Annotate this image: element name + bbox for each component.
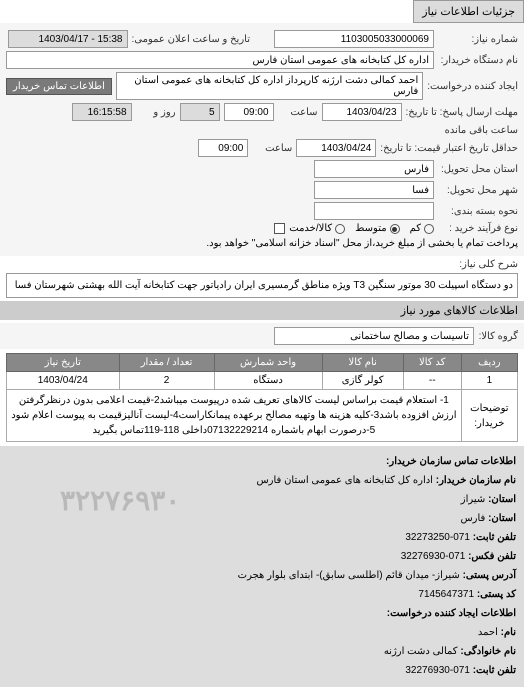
province-label: استان محل تحویل:	[438, 164, 518, 175]
radio-low-label: کم	[410, 223, 421, 234]
city-label: شهر محل تحویل:	[438, 185, 518, 196]
page-title-tab: جزئیات اطلاعات نیاز	[413, 0, 524, 23]
prepay-checkbox[interactable]	[274, 223, 285, 234]
radio-dot-icon	[424, 224, 434, 234]
radio-cash-label: کالا/خدمت	[289, 223, 332, 234]
org-label: نام سازمان خریدار:	[436, 475, 516, 486]
th-name: نام کالا	[322, 354, 403, 372]
prov2-label: استان:	[488, 513, 516, 524]
post-value: 7145647371	[418, 589, 474, 600]
tel2-label: تلفن ثابت:	[473, 665, 516, 676]
requester-label: ایجاد کننده درخواست:	[427, 81, 518, 92]
cell-date: 1403/04/24	[7, 372, 120, 390]
pkg-value	[314, 202, 434, 220]
city-value: فسا	[314, 181, 434, 199]
deadline-send-time: 09:00	[224, 103, 274, 121]
contact-section-title: اطلاعات تماس سازمان خریدار:	[386, 456, 516, 467]
goods-table: ردیف کد کالا نام کالا واحد شمارش تعداد /…	[6, 353, 518, 442]
radio-mid-label: متوسط	[355, 223, 386, 234]
th-row: ردیف	[461, 354, 517, 372]
th-date: تاریخ نیاز	[7, 354, 120, 372]
remaining-suffix: ساعت باقی مانده	[445, 125, 518, 136]
buyer-device-label: نام دستگاه خریدار:	[438, 55, 518, 66]
fax-label: تلفن فکس:	[468, 551, 516, 562]
supply-radio-group: کم متوسط کالا/خدمت	[289, 223, 434, 234]
name-label: نام:	[501, 627, 516, 638]
org-value: اداره کل کتابخانه های عمومی استان فارس	[256, 475, 433, 486]
prov-label: استان:	[488, 494, 516, 505]
radio-cash[interactable]: کالا/خدمت	[289, 223, 345, 234]
tel2-value: 071-32276930	[405, 665, 470, 676]
prov-value: شیراز	[461, 494, 486, 505]
validity-label: حداقل تاریخ اعتبار قیمت: تا تاریخ:	[380, 143, 518, 154]
prepay-label: پرداخت تمام یا بخشی از مبلغ خرید،از محل …	[206, 238, 518, 249]
deadline-send-label: مهلت ارسال پاسخ: تا تاریخ:	[406, 107, 518, 118]
family-value: کمالی دشت ارژنه	[384, 646, 458, 657]
th-qty: تعداد / مقدار	[119, 354, 214, 372]
creator-section-title: اطلاعات ایجاد کننده درخواست:	[387, 608, 516, 619]
need-number-value: 1103005033000069	[274, 30, 434, 48]
general-title-label: شرح کلی نیاز:	[438, 259, 518, 270]
announce-value: 15:38 - 1403/04/17	[8, 30, 128, 48]
table-row: 1 -- کولر گازی دستگاه 2 1403/04/24	[7, 372, 518, 390]
radio-mid[interactable]: متوسط	[355, 223, 399, 234]
fax-value: 071-32276930	[401, 551, 466, 562]
remaining-time: 16:15:58	[72, 103, 132, 121]
table-header-row: ردیف کد کالا نام کالا واحد شمارش تعداد /…	[7, 354, 518, 372]
name-value: احمد	[478, 627, 498, 638]
time-label-2: ساعت	[252, 143, 292, 154]
cell-row: 1	[461, 372, 517, 390]
explain-label-cell: توضیحات خریدار:	[461, 390, 517, 442]
remaining-days-label: روز و	[136, 107, 176, 118]
deadline-send-date: 1403/04/23	[322, 103, 402, 121]
requester-value: احمد کمالی دشت ارژنه کارپرداز اداره کل ک…	[116, 72, 423, 100]
announce-label: تاریخ و ساعت اعلان عمومی:	[132, 34, 251, 45]
buyer-contact-button[interactable]: اطلاعات تماس خریدار	[6, 78, 112, 95]
supply-type-label: نوع فرآیند خرید :	[438, 223, 518, 234]
contact-section: ۳۲۲۷۶۹۳۰ اطلاعات تماس سازمان خریدار: نام…	[0, 446, 524, 687]
need-number-label: شماره نیاز:	[438, 34, 518, 45]
goods-section-header: اطلاعات کالاهای مورد نیاز	[0, 301, 524, 320]
th-code: کد کالا	[403, 354, 461, 372]
radio-dot-icon	[335, 224, 345, 234]
buyer-device-value: اداره کل کتابخانه های عمومی استان فارس	[6, 51, 434, 69]
group-label: گروه کالا:	[478, 331, 518, 342]
time-label-1: ساعت	[278, 107, 318, 118]
explain-value-cell: 1- استعلام قیمت براساس لیست کالاهای تعری…	[7, 390, 462, 442]
table-explain-row: توضیحات خریدار: 1- استعلام قیمت براساس ل…	[7, 390, 518, 442]
general-title-value: دو دستگاه اسپیلت 30 موتور سنگین T3 ویژه …	[6, 273, 518, 298]
radio-dot-icon	[390, 224, 400, 234]
cell-name: کولر گازی	[322, 372, 403, 390]
th-unit: واحد شمارش	[214, 354, 322, 372]
group-value: تاسیسات و مصالح ساختمانی	[274, 327, 474, 345]
cell-unit: دستگاه	[214, 372, 322, 390]
prov2-value: فارس	[460, 513, 485, 524]
need-info-form: شماره نیاز: 1103005033000069 تاریخ و ساع…	[0, 23, 524, 256]
cell-code: --	[403, 372, 461, 390]
validity-time: 09:00	[198, 139, 248, 157]
tel-value: 071-32273250	[405, 532, 470, 543]
radio-low[interactable]: کم	[410, 223, 434, 234]
post-label: کد پستی:	[477, 589, 516, 600]
validity-date: 1403/04/24	[296, 139, 376, 157]
cell-qty: 2	[119, 372, 214, 390]
tel-label: تلفن ثابت:	[473, 532, 516, 543]
remaining-days: 5	[180, 103, 220, 121]
family-label: نام خانوادگی:	[460, 646, 516, 657]
pkg-label: نحوه بسته بندی:	[438, 206, 518, 217]
province-value: فارس	[314, 160, 434, 178]
